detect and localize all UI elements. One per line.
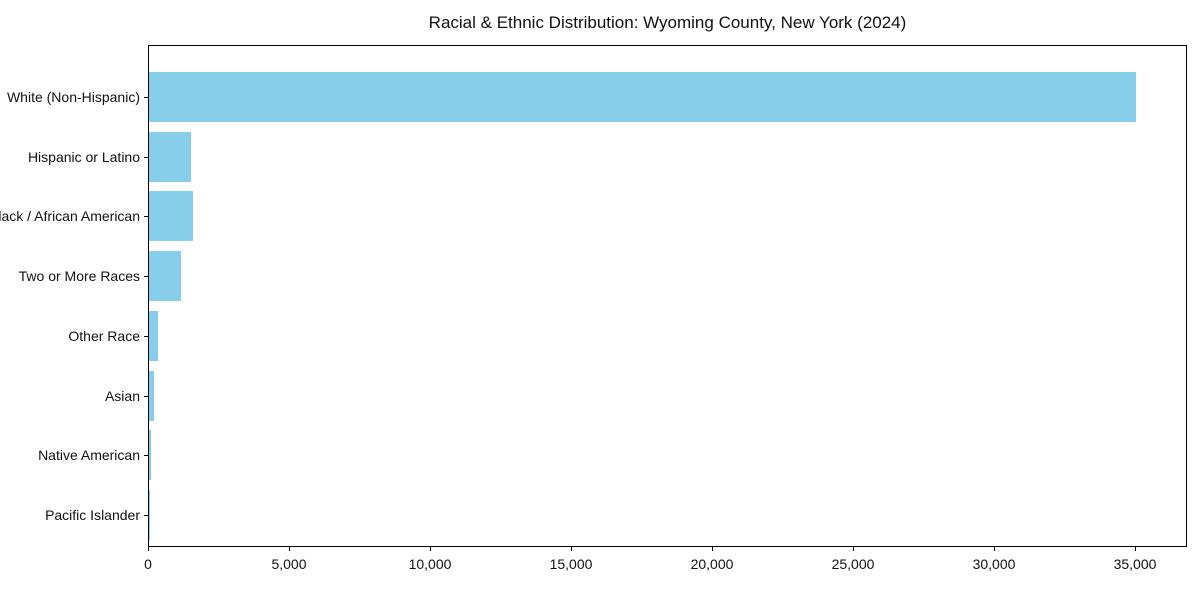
x-tick-label-15-000: 15,000 — [549, 556, 593, 572]
bar-pacific-islander — [149, 489, 150, 540]
x-axis-tick-mark — [994, 547, 995, 551]
chart-title: Racial & Ethnic Distribution: Wyoming Co… — [428, 13, 907, 32]
category-label-other-race: Other Race — [68, 327, 140, 344]
bar-native-american — [149, 430, 151, 481]
y-axis-tick-mark — [144, 156, 148, 158]
y-axis-tick-mark — [144, 455, 148, 457]
x-tick-label-10-000: 10,000 — [408, 556, 452, 572]
y-axis-tick-mark — [144, 97, 148, 98]
x-axis-tick-mark — [571, 547, 572, 551]
x-axis-tick-mark — [148, 547, 149, 551]
y-axis-tick-mark — [144, 335, 148, 337]
bar-white-non-hispanic — [149, 72, 1136, 122]
x-tick-label-20-000: 20,000 — [690, 556, 734, 572]
category-label-pacific-islander: Pacific Islander — [45, 506, 140, 523]
category-label-hispanic-or-latino: Hispanic or Latino — [27, 148, 140, 165]
y-axis-tick-mark — [144, 395, 148, 397]
plot-area — [148, 45, 1187, 547]
x-tick-label-30-000: 30,000 — [972, 556, 1016, 572]
x-axis-tick-mark — [853, 547, 854, 551]
bar-two-or-more-races — [149, 251, 181, 302]
x-tick-label-25-000: 25,000 — [831, 556, 875, 572]
x-axis-tick-mark — [289, 547, 290, 551]
category-label-white-non-hispanic: White (Non-Hispanic) — [6, 89, 140, 105]
x-tick-label-0: 0 — [144, 556, 152, 572]
y-axis-tick-mark — [144, 514, 148, 516]
category-label-asian: Asian — [104, 387, 140, 404]
bar-other-race — [149, 310, 158, 361]
y-axis-tick-mark — [144, 216, 148, 218]
bar-asian — [149, 370, 154, 421]
y-axis-tick-mark — [144, 276, 148, 278]
category-label-two-or-more-races: Two or More Races — [18, 268, 140, 285]
x-axis-tick-mark — [430, 547, 431, 551]
bar-hispanic-or-latino — [149, 131, 192, 182]
x-tick-label-35-000: 35,000 — [1113, 556, 1157, 572]
category-label-black-african-american: Black / African American — [0, 208, 140, 225]
bar-black-african-american — [149, 191, 193, 242]
x-axis-tick-mark — [712, 547, 713, 551]
category-label-native-american: Native American — [38, 447, 140, 464]
x-axis-tick-mark — [1135, 547, 1136, 551]
x-tick-label-5-000: 5,000 — [271, 556, 307, 572]
